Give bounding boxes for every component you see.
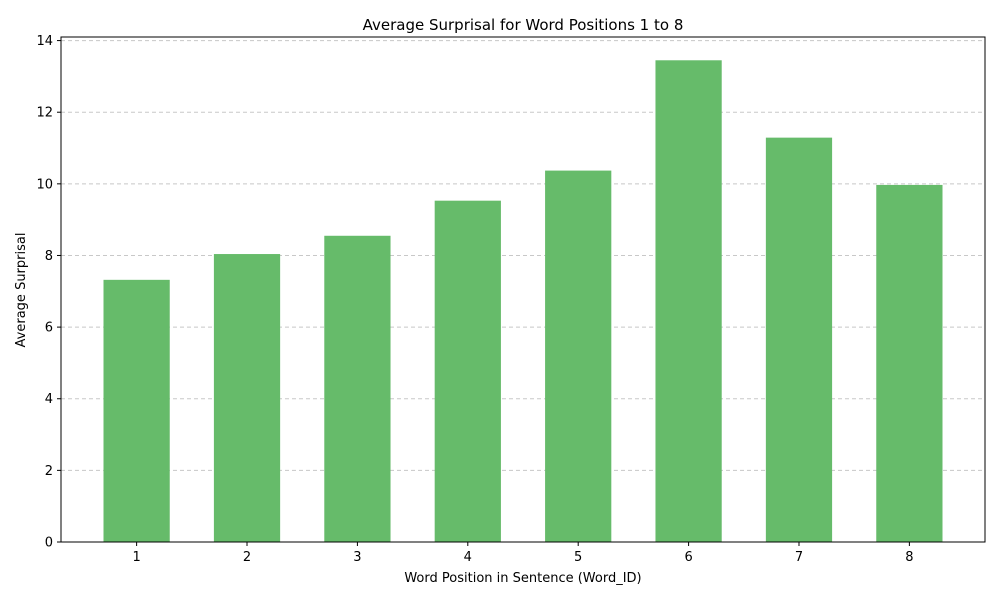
bar-5: [545, 170, 612, 542]
x-tick-label: 6: [684, 550, 692, 565]
x-tick-label: 4: [464, 550, 472, 565]
y-tick-label: 6: [45, 321, 53, 336]
y-axis-label: Average Surprisal: [14, 233, 29, 348]
bar-1: [103, 279, 170, 542]
x-tick-label: 1: [132, 550, 140, 565]
x-tick-label: 2: [243, 550, 251, 565]
y-tick-label: 12: [36, 106, 53, 121]
axes: [57, 36, 986, 546]
x-tick-label: 5: [574, 550, 582, 565]
y-tick-label: 2: [45, 464, 53, 479]
y-tick-label: 0: [45, 536, 53, 551]
bar-2: [213, 254, 281, 543]
plot-frame: [60, 36, 986, 543]
x-tick-label: 8: [905, 550, 913, 565]
y-tick-label: 4: [45, 392, 53, 407]
y-tick-label: 8: [45, 249, 53, 264]
bar-4: [434, 200, 501, 542]
x-tick-label: 7: [795, 550, 803, 565]
x-axis-label: Word Position in Sentence (Word_ID): [404, 571, 641, 586]
chart-title: Average Surprisal for Word Positions 1 t…: [363, 16, 684, 34]
y-tick-label: 10: [36, 177, 53, 192]
bar-6: [655, 60, 722, 542]
gridlines: [61, 40, 985, 543]
bar-7: [765, 137, 833, 542]
bar-3: [324, 235, 391, 542]
x-tick-label: 3: [353, 550, 361, 565]
bar-8: [876, 184, 943, 542]
bars: [103, 60, 943, 543]
y-tick-label: 14: [36, 34, 53, 49]
